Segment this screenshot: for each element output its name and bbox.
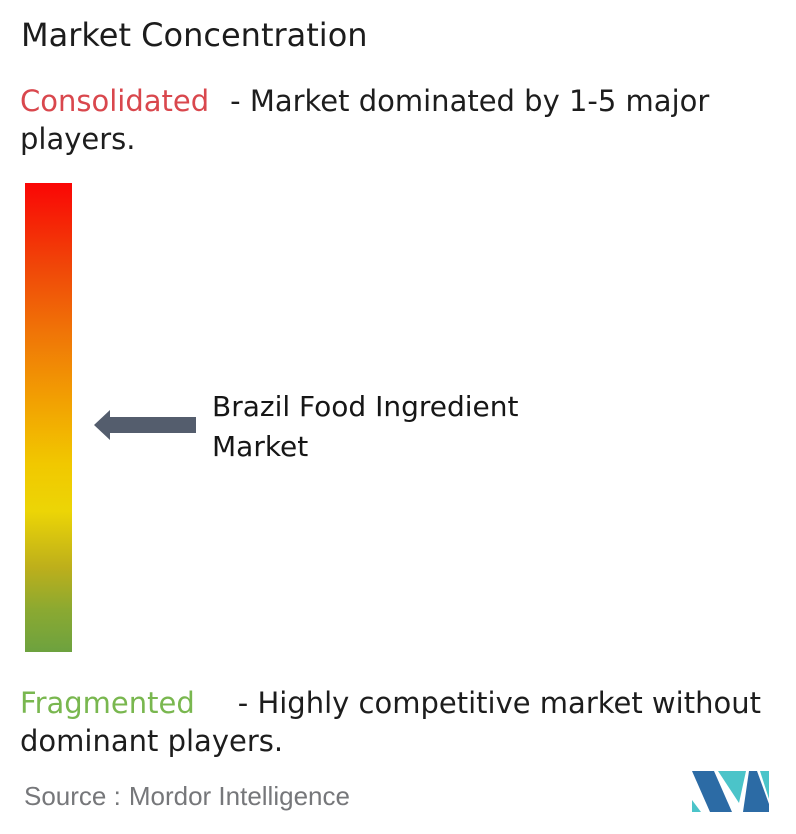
mordor-intelligence-logo <box>692 771 769 812</box>
fragmented-description: Fragmented - Highly competitive market wi… <box>20 684 761 760</box>
consolidated-text-line2: players. <box>20 122 136 156</box>
source-attribution: Source : Mordor Intelligence <box>24 781 350 811</box>
indicator-label: Brazil Food Ingredient Market <box>212 387 518 467</box>
fragmented-term: Fragmented <box>20 686 195 720</box>
source-name: Mordor Intelligence <box>128 781 350 811</box>
fragmented-text-line2: dominant players. <box>20 724 284 758</box>
page-title: Market Concentration <box>21 16 368 54</box>
consolidated-description: Consolidated - Market dominated by 1-5 ma… <box>20 82 709 158</box>
consolidated-term: Consolidated <box>20 84 210 118</box>
source-label: Source : <box>24 781 121 811</box>
fragmented-text-line1: - Highly competitive market without <box>237 686 761 720</box>
consolidated-text-line1: - Market dominated by 1-5 major <box>230 84 710 118</box>
indicator-label-line2: Market <box>212 430 309 463</box>
concentration-gradient-bar <box>25 183 72 652</box>
left-arrow-icon <box>94 410 196 440</box>
indicator-label-line1: Brazil Food Ingredient <box>212 390 519 423</box>
